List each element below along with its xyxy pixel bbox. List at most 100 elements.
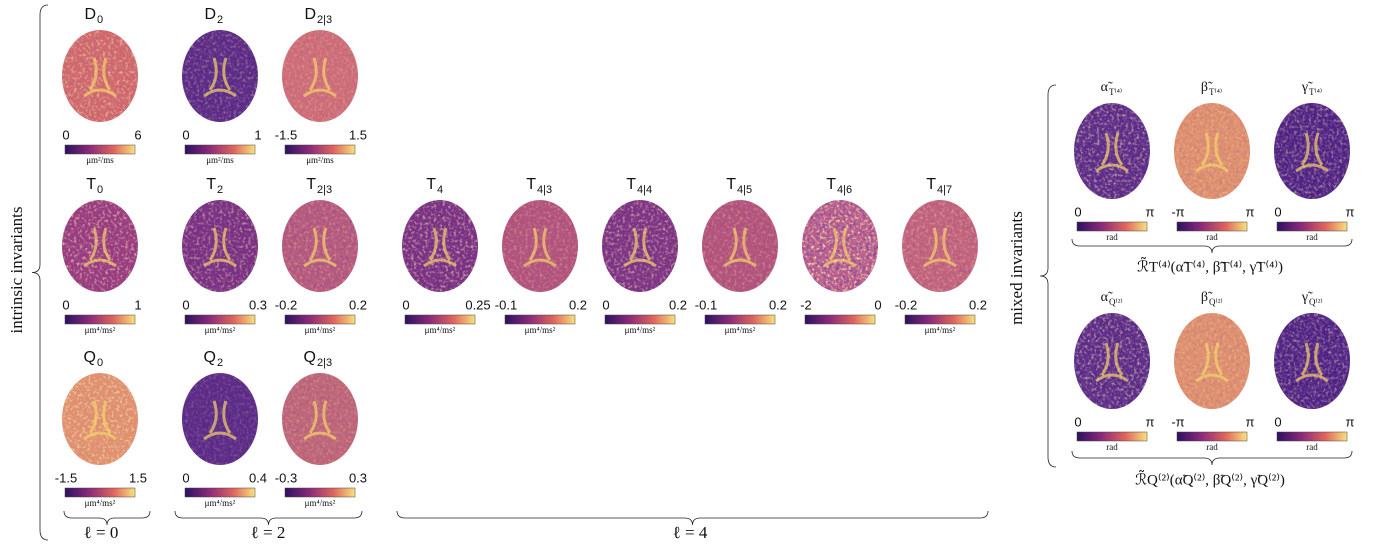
colorbar-max: 0.2 (969, 297, 987, 312)
row-label: ℛ̃Q⁽²⁾(α̃Q⁽²⁾, β̃Q⁽²⁾, γ̃Q⁽²⁾) (1135, 470, 1285, 489)
colorbar (705, 315, 775, 324)
colorbar-min: -0.1 (695, 297, 717, 312)
colorbar-min: -0.2 (895, 297, 917, 312)
colorbar-min: -0.3 (275, 470, 297, 485)
colorbar-min: 0 (1274, 204, 1281, 219)
right-label: mixed invariants (1007, 211, 1026, 325)
colorbar (1077, 222, 1147, 231)
colorbar (185, 145, 255, 154)
colorbar-min: -1.5 (55, 470, 77, 485)
figure: intrinsic invariants mixed invariants ℓ … (0, 0, 1380, 548)
colorbar-max: 0.2 (349, 297, 367, 312)
brain-texture (602, 200, 678, 292)
colorbar (1277, 222, 1347, 231)
panel-title: T (306, 176, 316, 193)
panel-subscript: 0 (97, 184, 103, 196)
panel-subscript: 2 (217, 357, 223, 369)
colorbar-min: 0 (182, 297, 189, 312)
colorbar-max: π (1346, 414, 1355, 429)
colorbar (405, 315, 475, 324)
brain-texture (62, 200, 138, 292)
colorbar-unit: rad (1206, 442, 1218, 452)
colorbar-max: 0.2 (569, 297, 587, 312)
colorbar-unit: μm⁴/ms² (725, 325, 756, 335)
colorbar (1177, 432, 1247, 441)
panel-subscript: 4|5 (737, 184, 752, 196)
colorbar-unit: μm⁴/ms² (305, 498, 336, 508)
colorbar-max: 0.2 (669, 297, 687, 312)
brain-texture (402, 200, 478, 292)
colorbar (1177, 222, 1247, 231)
panel-subscript: 4|3 (537, 184, 552, 196)
colorbar-unit: μm²/ms (206, 155, 234, 165)
colorbar-unit: μm⁴/ms² (525, 325, 556, 335)
panel-subscript: Q⁽²⁾ (1209, 297, 1223, 307)
colorbar-min: 0 (182, 470, 189, 485)
brace (32, 5, 48, 540)
panel-subscript: 0 (97, 357, 103, 369)
panel-title: D (304, 6, 316, 23)
panel-title: T (86, 176, 96, 193)
group-label: ℓ = 4 (673, 523, 708, 542)
colorbar (65, 145, 135, 154)
brain-texture (282, 30, 358, 122)
panel-title: D (204, 6, 216, 23)
colorbar-max: 0.4 (249, 470, 267, 485)
brain-texture (62, 30, 138, 122)
colorbar-unit: μm²/ms (306, 155, 334, 165)
colorbar-unit: μm⁴/ms² (425, 325, 456, 335)
colorbar (905, 315, 975, 324)
group-label: ℓ = 0 (84, 523, 119, 542)
colorbar-max: 0 (874, 297, 881, 312)
colorbar-unit: μm⁴/ms² (305, 325, 336, 335)
brain-texture (182, 30, 258, 122)
colorbar-min: 0 (182, 127, 189, 142)
colorbar-unit: rad (1106, 232, 1118, 242)
panel-title: T (926, 176, 936, 193)
colorbar (65, 315, 135, 324)
colorbar-unit: μm⁴/ms² (85, 498, 116, 508)
colorbar-min: -1.5 (275, 127, 297, 142)
brain-texture (182, 200, 258, 292)
brace (397, 511, 988, 525)
brain-texture (1074, 103, 1150, 199)
colorbar-max: π (1146, 414, 1155, 429)
colorbar (285, 145, 355, 154)
panel-title: Q (84, 349, 96, 366)
colorbar (1077, 432, 1147, 441)
row-label: ℛ̃T⁽⁴⁾(α̃T⁽⁴⁾, β̃T⁽⁴⁾, γ̃T⁽⁴⁾) (1137, 257, 1283, 276)
colorbar-max: 0.3 (349, 470, 367, 485)
colorbar-max: 1 (134, 297, 141, 312)
colorbar-max: π (1246, 204, 1255, 219)
colorbar (285, 315, 355, 324)
colorbar-max: 0.2 (769, 297, 787, 312)
colorbar (185, 488, 255, 497)
colorbar-max: π (1346, 204, 1355, 219)
colorbar-unit: μm²/ms (86, 155, 114, 165)
colorbar-unit: μm⁴/ms² (205, 325, 236, 335)
colorbar (505, 315, 575, 324)
colorbar-unit: rad (1306, 442, 1318, 452)
colorbar-unit: μm⁴/ms² (925, 325, 956, 335)
colorbar-max: 1 (254, 127, 261, 142)
brain-texture (182, 373, 258, 465)
colorbar-min: 0 (1074, 204, 1081, 219)
panel-subscript: Q⁽²⁾ (1309, 297, 1323, 307)
brain-texture (1274, 103, 1350, 199)
colorbar-min: -0.2 (275, 297, 297, 312)
colorbar-min: 0 (602, 297, 609, 312)
colorbar (1277, 432, 1347, 441)
colorbar-unit: rad (1206, 232, 1218, 242)
panel-title: T (426, 176, 436, 193)
group-label: ℓ = 2 (251, 523, 286, 542)
colorbar-min: -π (1171, 414, 1184, 429)
brace (175, 511, 362, 525)
panel-subscript: 2|3 (317, 184, 332, 196)
panel-subscript: 4|4 (637, 184, 652, 196)
colorbar-unit: rad (1106, 442, 1118, 452)
panel-title: T (626, 176, 636, 193)
panel-subscript: 2 (217, 14, 223, 26)
colorbar (65, 488, 135, 497)
panel-title: Q (304, 349, 316, 366)
colorbar-min: 0 (1274, 414, 1281, 429)
